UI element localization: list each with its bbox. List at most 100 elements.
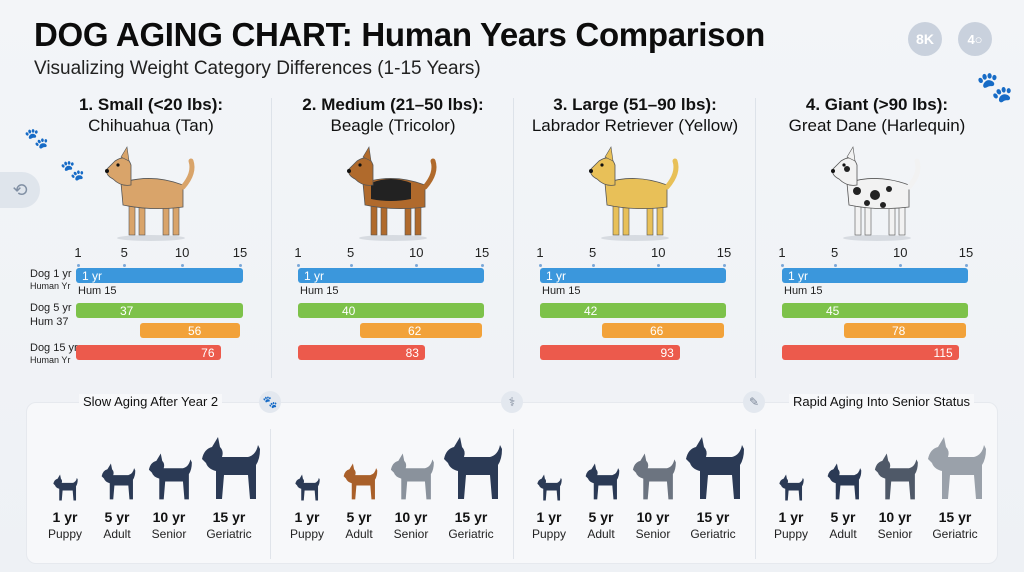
bar-dog-10-yr: 66 <box>602 323 724 338</box>
bar-dog-15-yr: 93 <box>540 345 680 360</box>
section-divider <box>755 429 756 559</box>
bar-dog-1-yr: 1 yr <box>298 268 485 283</box>
dog-illustration <box>817 143 937 248</box>
axis-tick-mark <box>965 264 968 267</box>
axis-tick-mark <box>349 264 353 267</box>
bar-dog-10-yr: 62 <box>360 323 482 338</box>
axis-tick-label: 5 <box>830 245 839 260</box>
stage-name: Puppy <box>773 527 809 541</box>
stage-year: 5 yr <box>588 509 614 525</box>
row-label-dog1: Dog 1 yr <box>30 268 72 280</box>
row-label-human-yr: Human Yr <box>30 281 71 291</box>
axis-tick-label: 1 <box>294 245 302 260</box>
stage-name: Senior <box>877 527 913 541</box>
bar-value-label: 40 <box>342 303 356 318</box>
axis-tick-label: 15 <box>716 245 732 260</box>
axis-tick-label: 5 <box>120 245 128 260</box>
dog-silhouette-icon <box>194 431 264 506</box>
history-icon[interactable]: ⟲ <box>0 172 40 208</box>
dog-silhouette-icon <box>143 449 195 506</box>
stage-year: 1 yr <box>52 509 78 525</box>
fps-badge[interactable]: 4○ <box>958 22 992 56</box>
panel-breed: Labrador Retriever (Yellow) <box>531 116 739 135</box>
row-label-hum37: Hum 37 <box>30 316 69 328</box>
aging-stages-section: Slow Aging After Year 2 Rapid Aging Into… <box>26 391 998 564</box>
paw-icon: 🐾 <box>976 71 1014 104</box>
panel-4: 4. Giant (>90 lbs): Great Dane (Harlequin… <box>756 95 998 375</box>
stage-year: 5 yr <box>104 509 130 525</box>
dog-silhouette-icon <box>627 449 679 506</box>
dog-silhouette-icon <box>339 460 380 506</box>
panel-divider <box>755 98 756 378</box>
bar-value-label: 42 <box>584 303 598 318</box>
axis-tick-label: 5 <box>346 245 355 260</box>
row-label-dog15: Dog 15 yr <box>30 342 78 354</box>
bar-dog-5-yr: 37 <box>76 303 243 318</box>
axis-tick-mark <box>833 264 837 267</box>
dog-silhouette-icon <box>678 431 748 506</box>
stage-name: Adult <box>103 527 131 541</box>
stage-name: Geriatric <box>206 527 252 541</box>
bar-dog-10-yr: 56 <box>140 323 240 338</box>
stage-name: Puppy <box>289 527 325 541</box>
slow-aging-heading: Slow Aging After Year 2 <box>79 394 223 409</box>
panel-divider <box>271 98 272 378</box>
stage-name: Adult <box>829 527 857 541</box>
panel-title: 4. Giant (>90 lbs): <box>805 95 949 114</box>
paw-icon: 🐾 <box>24 128 49 150</box>
panel-breed: Beagle (Tricolor) <box>330 116 456 135</box>
axis-tick-mark <box>123 264 127 267</box>
panel-1: 1. Small (<20 lbs): Chihuahua (Tan) 1 5 10 15… <box>30 95 272 375</box>
row-label-dog5: Dog 5 yr <box>30 302 72 314</box>
hum-label: Hum 15 <box>78 285 117 297</box>
dog-illustration <box>575 143 695 248</box>
paw-icon: 🐾 <box>60 160 85 182</box>
axis-tick-mark <box>899 264 903 267</box>
axis-tick-mark <box>481 264 484 267</box>
stage-year: 1 yr <box>294 509 320 525</box>
axis-tick-label: 15 <box>232 245 248 260</box>
bar-value-label: 1 yr <box>82 268 103 283</box>
axis-tick-mark <box>77 264 80 267</box>
axis-tick-label: 15 <box>474 245 490 260</box>
bar-value-label: 1 yr <box>788 268 809 283</box>
stage-year: 15 yr <box>212 509 246 525</box>
stage-year: 1 yr <box>536 509 562 525</box>
bar-dog-15-yr: 83 <box>298 345 425 360</box>
bar-value-label: 56 <box>188 323 202 338</box>
bar-value-label: 45 <box>826 303 840 318</box>
stage-name: Geriatric <box>690 527 736 541</box>
panel-breed: Great Dane (Harlequin) <box>788 116 966 135</box>
dog-silhouette-icon <box>97 460 138 506</box>
dog-silhouette-icon <box>436 431 506 506</box>
bar-value-label: 66 <box>650 323 664 338</box>
panel-3: 3. Large (51–90 lbs): Labrador Retriever … <box>514 95 756 375</box>
bar-value-label: 93 <box>660 345 674 360</box>
bar-dog-5-yr: 40 <box>298 303 485 318</box>
axis-tick-mark <box>181 264 185 267</box>
axis-tick-label: 15 <box>958 245 974 260</box>
stage-year: 5 yr <box>830 509 856 525</box>
bar-dog-1-yr: 1 yr <box>76 268 243 283</box>
axis-tick-mark <box>539 264 542 267</box>
dog-silhouette-icon <box>823 460 864 506</box>
stage-year: 15 yr <box>454 509 488 525</box>
bar-value-label: 1 yr <box>304 268 325 283</box>
dog-silhouette-icon <box>385 449 437 506</box>
hum-label: Hum 15 <box>784 285 823 297</box>
panel-title: 1. Small (<20 lbs): <box>78 95 224 114</box>
bar-dog-10-yr: 78 <box>844 323 966 338</box>
stage-year: 10 yr <box>636 509 670 525</box>
bar-dog-5-yr: 42 <box>540 303 727 318</box>
stage-name: Senior <box>635 527 671 541</box>
rapid-aging-heading: Rapid Aging Into Senior Status <box>789 394 975 409</box>
stage-year: 5 yr <box>346 509 372 525</box>
dog-silhouette-icon <box>776 472 805 506</box>
dog-silhouette-icon <box>292 472 321 506</box>
dog-silhouette-icon <box>534 472 563 506</box>
dog-illustration <box>333 143 453 248</box>
bar-value-label: 1 yr <box>546 268 567 283</box>
resolution-badge[interactable]: 8K <box>908 22 942 56</box>
panel-breed: Chihuahua (Tan) <box>88 116 214 135</box>
bar-value-label: 78 <box>892 323 906 338</box>
